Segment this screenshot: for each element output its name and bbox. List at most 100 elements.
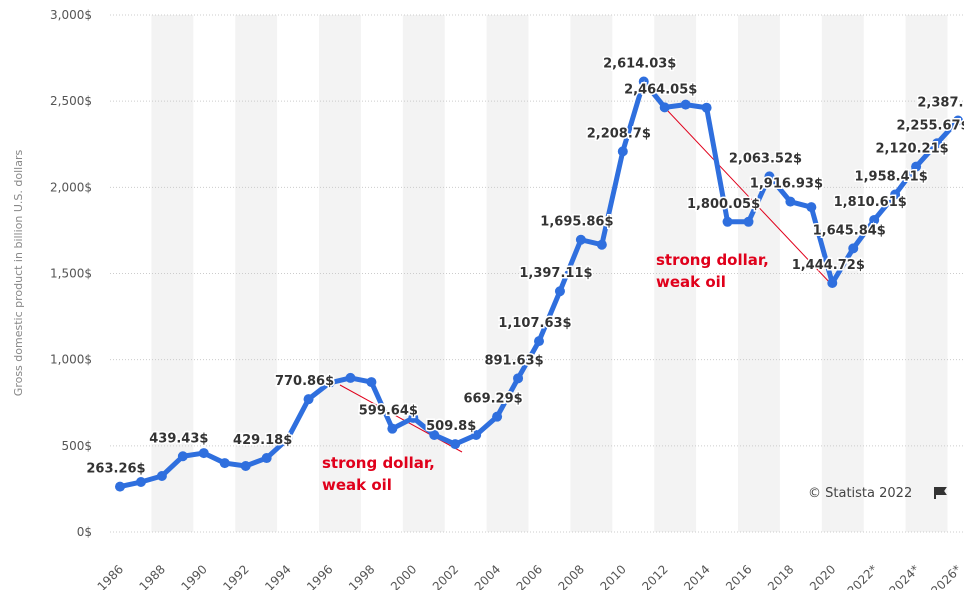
point: [429, 429, 440, 440]
point: [387, 423, 398, 434]
x-tick-label: 2008: [556, 562, 587, 590]
x-tick-label: 2016: [723, 562, 754, 590]
point: [135, 477, 146, 488]
point: [785, 196, 796, 207]
x-tick-label: 1992: [220, 562, 251, 590]
data-label: 2,208.7$: [587, 126, 651, 141]
y-axis-label: Gross domestic product in billion U.S. d…: [12, 150, 25, 397]
y-tick-label: 1,000$: [50, 353, 92, 367]
x-tick-label: 2020: [807, 562, 838, 590]
y-tick-label: 3,000$: [50, 8, 92, 22]
x-tick-label: 2000: [388, 562, 419, 590]
data-label: 1,958.41$: [855, 170, 928, 185]
data-label: 439.43$: [149, 431, 208, 446]
y-tick-label: 2,500$: [50, 94, 92, 108]
data-label: 2,063.52$: [729, 151, 802, 166]
x-tick-label: 2022*: [845, 562, 881, 590]
x-tick-label: 1998: [346, 562, 377, 590]
x-tick-label: 1988: [137, 562, 168, 590]
point: [596, 239, 607, 250]
point: [827, 278, 838, 289]
point: [282, 433, 293, 444]
data-label: 2,387.81$: [917, 96, 964, 111]
y-tick-label: 500$: [61, 439, 92, 453]
point: [177, 451, 188, 462]
point: [450, 439, 461, 450]
point: [701, 102, 712, 113]
point: [953, 115, 963, 126]
point: [471, 429, 482, 440]
point: [366, 377, 377, 388]
annotation: strong dollar,: [322, 454, 435, 472]
point: [890, 189, 901, 200]
data-label: 1,645.84$: [813, 223, 886, 238]
data-label: 770.86$: [275, 374, 334, 389]
data-label: 1,800.05$: [687, 197, 760, 212]
point: [219, 458, 230, 469]
point: [722, 216, 733, 227]
x-tick-label: 2002: [430, 562, 461, 590]
point: [513, 373, 524, 384]
data-label: 263.26$: [86, 462, 145, 477]
annotation: weak oil: [322, 476, 392, 494]
point: [534, 336, 544, 347]
data-label: 1,695.86$: [540, 215, 613, 230]
data-label: 2,614.03$: [603, 57, 676, 72]
x-tick-label: 2018: [765, 562, 796, 590]
data-label: 1,810.61$: [834, 195, 907, 210]
data-label: 599.64$: [359, 404, 418, 419]
x-tick-label: 2014: [681, 562, 712, 590]
point: [617, 146, 628, 157]
point: [848, 243, 859, 254]
annotation: strong dollar,: [656, 251, 769, 269]
point: [261, 453, 272, 464]
x-tick-label: 1994: [262, 562, 293, 590]
point: [115, 481, 125, 492]
point: [911, 161, 922, 172]
data-label: 2,120.21$: [875, 142, 948, 157]
point: [156, 470, 167, 481]
data-label: 1,916.93$: [750, 177, 823, 192]
point: [408, 412, 419, 423]
point: [932, 138, 943, 149]
x-tick-label: 1990: [178, 562, 209, 590]
data-label: 2,464.05$: [624, 82, 697, 97]
point: [345, 372, 356, 383]
flag-icon: [934, 487, 947, 499]
point: [659, 102, 670, 113]
data-label: 1,444.72$: [792, 258, 865, 273]
point: [806, 202, 817, 213]
y-tick-label: 2,000$: [50, 180, 92, 194]
x-tick-label: 2010: [597, 562, 628, 590]
point: [575, 234, 586, 245]
data-label: 669.29$: [463, 392, 522, 407]
x-tick-label: 1996: [304, 562, 335, 590]
point: [764, 171, 775, 182]
y-tick-label: 1,500$: [50, 267, 92, 281]
point: [324, 377, 335, 388]
x-tick-label: 2026*: [928, 562, 964, 590]
point: [240, 460, 251, 471]
point: [743, 216, 754, 227]
data-label: 1,397.11$: [519, 266, 592, 281]
trend-line: [649, 91, 833, 286]
x-tick-label: 1986: [95, 562, 126, 590]
point: [680, 99, 691, 110]
x-tick-label: 2006: [514, 562, 545, 590]
data-label: 429.18$: [233, 433, 292, 448]
data-label: 509.8$: [426, 419, 476, 434]
point: [198, 448, 209, 459]
point: [492, 411, 503, 422]
annotation: weak oil: [656, 273, 726, 291]
point: [638, 76, 649, 87]
x-tick-label: 2004: [472, 562, 503, 590]
data-label: 891.63$: [484, 353, 543, 368]
point: [554, 286, 565, 297]
point: [303, 394, 314, 405]
x-tick-label: 2024*: [886, 562, 922, 590]
point: [869, 214, 880, 225]
x-tick-label: 2012: [639, 562, 670, 590]
plot: 0$ 500$ 1,000$ 1,500$ 2,000$ 2,500$ 3,000$ 1986…: [50, 8, 964, 590]
data-label: 2,255.67$: [896, 118, 964, 133]
